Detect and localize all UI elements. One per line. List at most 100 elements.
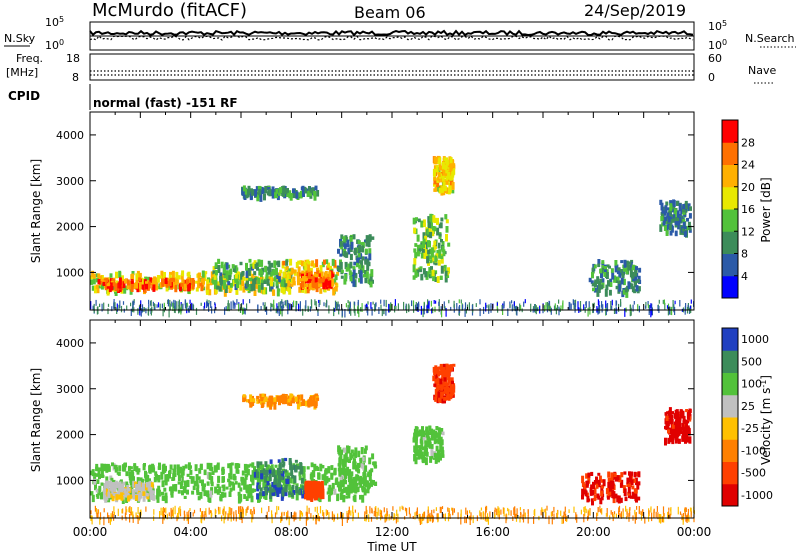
power-cell: [433, 183, 436, 187]
power-cell: [307, 276, 311, 283]
velocity-cell: [437, 391, 441, 400]
power-cell: [138, 277, 142, 282]
velocity-cell: [354, 487, 358, 494]
power-cell: [116, 307, 118, 314]
velocity-cell: [245, 484, 249, 492]
power-cell: [438, 305, 440, 313]
velocity-cell: [135, 495, 138, 501]
velocity-colorbar-segment: [722, 372, 738, 396]
power-cell: [265, 274, 269, 282]
velocity-cell: [118, 491, 122, 497]
velocity-cell: [656, 506, 658, 512]
frequency-panel: Freq. [MHz] 18 8 60 0 Nave: [6, 52, 776, 84]
power-cell: [210, 271, 214, 279]
velocity-cell: [245, 496, 249, 501]
velocity-cell: [313, 481, 317, 485]
power-cell: [258, 186, 262, 191]
power-cell: [306, 259, 310, 263]
velocity-cell: [301, 485, 305, 491]
power-cell: [153, 276, 157, 283]
velocity-cell: [340, 470, 344, 476]
velocity-cell: [310, 462, 314, 468]
power-cell: [319, 265, 323, 273]
velocity-cell: [685, 507, 687, 512]
velocity-cell: [637, 496, 641, 501]
velocity-cell: [229, 475, 233, 480]
power-cell: [348, 301, 350, 308]
power-cell: [174, 300, 176, 309]
velocity-cell: [313, 463, 317, 472]
velocity-cell: [515, 513, 517, 519]
velocity-cell: [449, 380, 453, 389]
velocity-cell: [258, 399, 262, 404]
velocity-cell: [275, 472, 279, 480]
velocity-cell: [635, 513, 637, 518]
velocity-colorbar-segment: [722, 328, 738, 351]
power-cell: [336, 301, 338, 311]
velocity-cell: [115, 494, 119, 501]
power-cell: [243, 193, 247, 200]
power-cell: [140, 308, 142, 317]
power-cell: [415, 304, 417, 310]
power-cell: [650, 308, 652, 318]
velocity-cell: [600, 509, 602, 514]
power-cell: [266, 278, 270, 286]
power-cell: [380, 299, 382, 304]
velocity-cell: [306, 466, 310, 470]
velocity-cell: [606, 496, 610, 500]
power-cell: [433, 177, 437, 185]
velocity-cell: [392, 506, 394, 511]
velocity-cell: [281, 458, 285, 464]
velocity-cell: [266, 465, 270, 473]
power-cell: [152, 301, 154, 307]
power-cell: [259, 273, 263, 280]
velocity-cell: [243, 478, 247, 482]
velocity-cell: [95, 463, 99, 469]
velocity-cell: [416, 430, 420, 437]
power-cell: [310, 276, 314, 280]
power-cell: [133, 299, 135, 304]
velocity-cell: [688, 436, 692, 444]
power-cell: [184, 300, 187, 309]
velocity-cell: [367, 483, 370, 490]
power-cell: [142, 278, 145, 285]
power-cell: [159, 275, 163, 279]
power-cell: [271, 194, 275, 199]
power-cell: [686, 217, 689, 222]
velocity-cell: [441, 431, 445, 436]
freq-label-line1: Freq.: [16, 52, 43, 65]
velocity-cell: [145, 476, 149, 483]
power-cell: [152, 284, 156, 292]
power-cell: [690, 305, 692, 313]
power-cell: [260, 259, 264, 267]
power-cell: [168, 308, 170, 318]
power-cell: [448, 188, 452, 193]
velocity-cell: [162, 507, 164, 512]
power-cell: [600, 284, 604, 290]
velocity-cell: [354, 476, 358, 483]
power-cell: [263, 280, 267, 284]
velocity-cell: [136, 488, 140, 495]
velocity-cell: [392, 516, 395, 521]
velocity-cell: [338, 465, 342, 474]
power-cell: [671, 207, 675, 213]
power-cell: [183, 279, 187, 285]
velocity-cell: [623, 488, 627, 497]
velocity-cell: [556, 510, 559, 519]
power-cell: [385, 299, 387, 308]
power-cell: [341, 308, 343, 317]
velocity-cell: [206, 481, 210, 486]
velocity-cell: [605, 488, 609, 495]
velocity-cell: [246, 507, 248, 513]
velocity-cell: [345, 487, 349, 495]
power-cell: [530, 303, 532, 313]
velocity-cell: [94, 483, 97, 491]
velocity-cell: [199, 464, 203, 468]
velocity-cell: [237, 491, 241, 496]
power-cell: [684, 308, 686, 315]
velocity-cell: [274, 464, 278, 468]
velocity-cell: [232, 483, 236, 491]
power-cell: [434, 277, 438, 282]
velocity-cell: [335, 477, 339, 485]
velocity-cell: [297, 466, 301, 470]
